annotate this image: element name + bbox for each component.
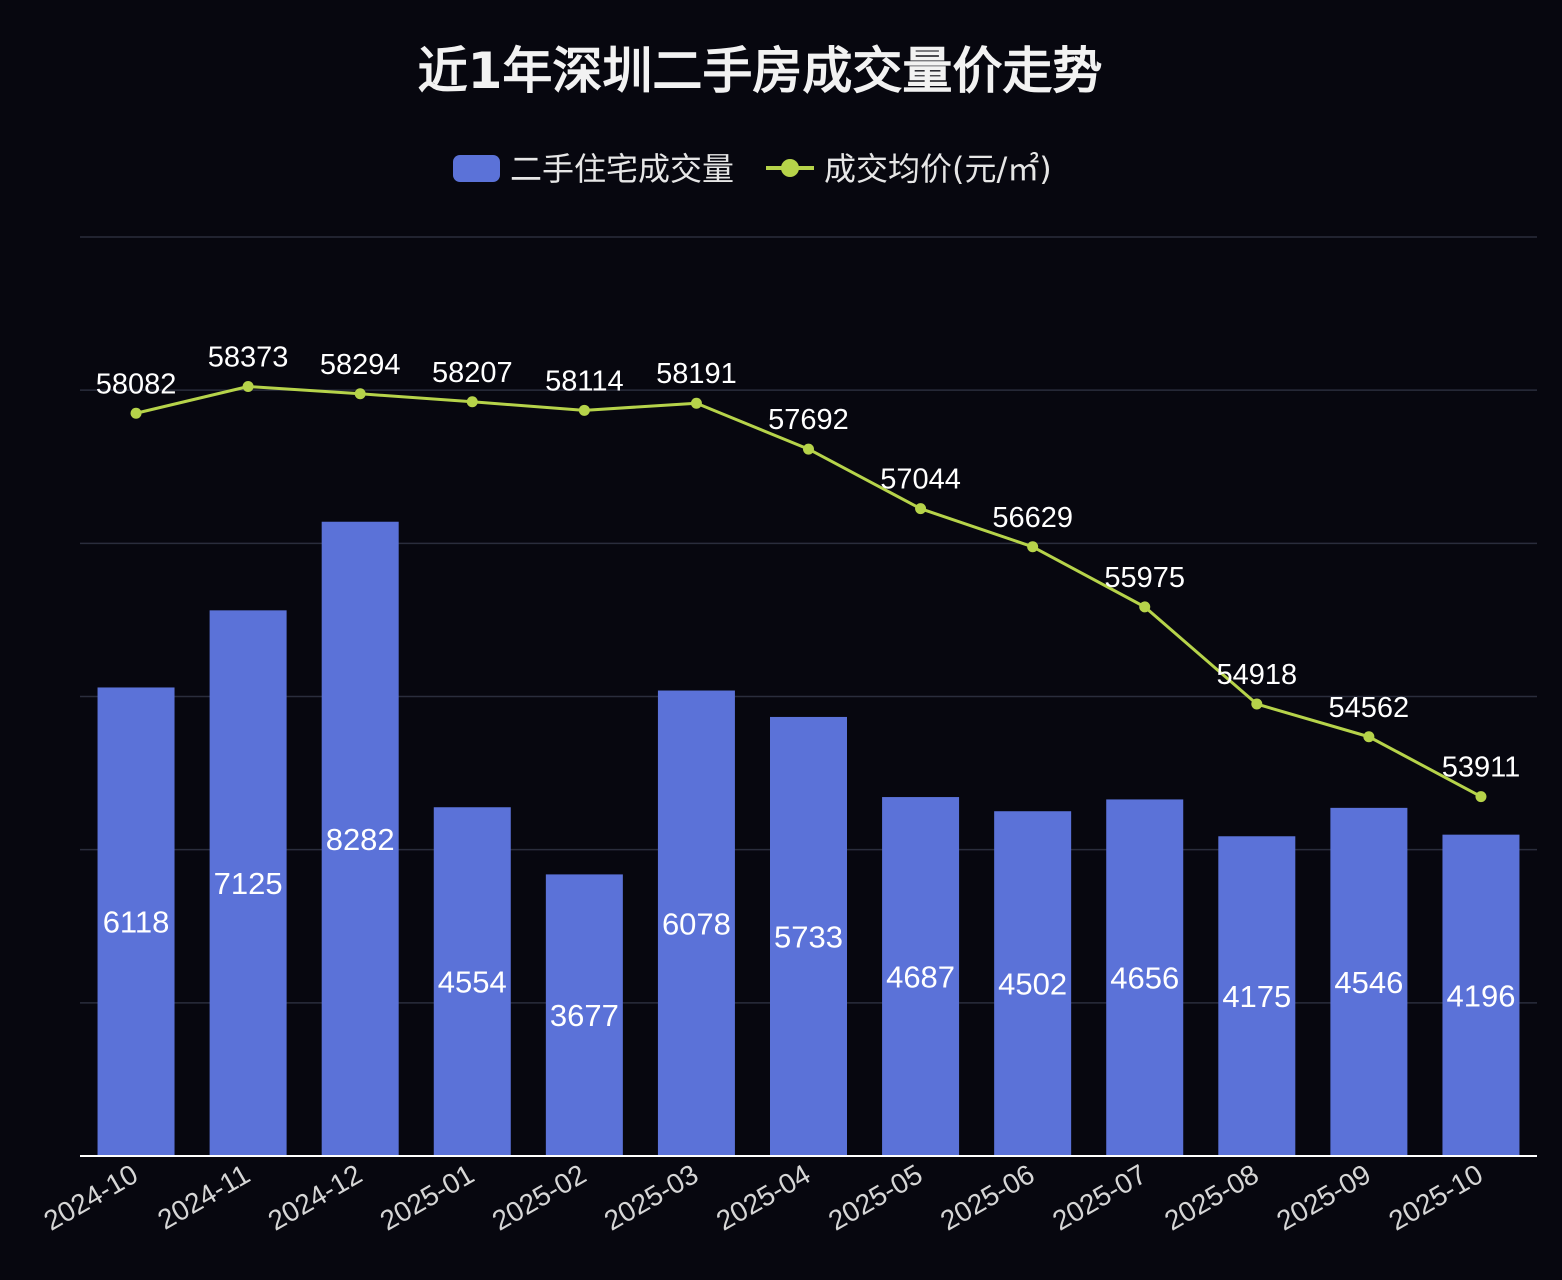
x-tick-label: 2025-05 (823, 1158, 927, 1236)
price-point (915, 503, 927, 515)
price-value-label: 54562 (1329, 692, 1410, 724)
price-point (690, 397, 702, 409)
data-labels: 6118 7125 8282 4554 3677 6078 5733 4687 4502 4656… (96, 342, 1521, 1034)
price-value-label: 58191 (656, 358, 737, 390)
x-axis: 2024-10 2024-11 2024-12 2025-01 2025-02 2025-… (39, 1155, 1537, 1237)
bar-value-label: 7125 (214, 866, 283, 901)
price-value-label: 55975 (1104, 562, 1185, 594)
price-point (1251, 698, 1263, 710)
bar-value-label: 4196 (1446, 978, 1515, 1013)
legend-bar-label: 二手住宅成交量 (510, 150, 734, 188)
price-value-label: 58207 (432, 357, 513, 389)
x-tick-label: 2025-04 (711, 1158, 815, 1236)
x-tick-label: 2024-12 (263, 1158, 367, 1236)
bar-value-label: 5733 (774, 919, 843, 954)
bar-value-label: 4656 (1110, 961, 1179, 996)
x-tick-label: 2025-03 (599, 1158, 703, 1236)
price-point (130, 407, 142, 419)
price-value-label: 58294 (320, 349, 401, 381)
legend-bar-swatch (453, 155, 500, 182)
price-value-label: 58082 (96, 368, 177, 400)
bar-value-label: 6118 (103, 905, 170, 940)
x-tick-label: 2025-09 (1271, 1158, 1375, 1236)
bar (97, 687, 175, 1156)
price-point (578, 404, 590, 416)
price-point (242, 381, 254, 393)
price-value-label: 57692 (768, 404, 849, 436)
bar-value-label: 6078 (662, 906, 731, 941)
price-line-series (130, 381, 1487, 803)
bar-value-label: 4175 (1222, 979, 1291, 1014)
x-tick-label: 2024-11 (152, 1158, 255, 1235)
bar (433, 807, 511, 1156)
price-value-label: 58114 (545, 365, 624, 397)
bar (657, 690, 735, 1156)
x-tick-label: 2025-06 (935, 1158, 1039, 1236)
legend-line-marker (781, 159, 799, 177)
price-point (1027, 541, 1039, 553)
price-value-label: 56629 (992, 502, 1073, 534)
bar (1106, 799, 1184, 1156)
price-point (1475, 791, 1487, 803)
legend: 二手住宅成交量 成交均价(元/㎡) (453, 150, 1052, 188)
bar (770, 716, 847, 1156)
bar (882, 797, 960, 1156)
x-tick-label: 2024-10 (39, 1158, 143, 1236)
price-value-label: 57044 (880, 464, 961, 496)
chart-title: 近1年深圳二手房成交量价走势 (418, 42, 1103, 100)
price-point (466, 396, 478, 408)
bar (1442, 834, 1520, 1156)
bar-value-label: 8282 (326, 822, 395, 857)
bar (321, 521, 399, 1156)
bar (209, 610, 287, 1156)
bar (994, 811, 1072, 1156)
price-point (803, 443, 814, 455)
x-tick-label: 2025-08 (1159, 1158, 1263, 1236)
bar-value-label: 4687 (886, 960, 955, 995)
price-value-label: 58373 (208, 342, 289, 374)
bar (1218, 836, 1296, 1156)
price-value-label: 53911 (1442, 752, 1521, 784)
bar-value-label: 4554 (438, 965, 507, 1000)
price-point (1363, 731, 1375, 743)
price-point (354, 388, 366, 400)
bar-value-label: 4502 (998, 967, 1067, 1002)
legend-line-label: 成交均价(元/㎡) (824, 150, 1052, 188)
bar-value-label: 4546 (1334, 965, 1403, 1000)
price-value-label: 54918 (1216, 659, 1297, 691)
x-tick-label: 2025-01 (375, 1158, 479, 1236)
bar-series (97, 521, 1520, 1156)
x-tick-label: 2025-10 (1383, 1158, 1487, 1236)
bar-value-label: 3677 (550, 998, 619, 1033)
bar (545, 874, 623, 1156)
price-point (1139, 601, 1151, 613)
x-tick-label: 2025-02 (487, 1158, 591, 1236)
bar (1330, 807, 1408, 1156)
x-tick-label: 2025-07 (1047, 1158, 1151, 1236)
